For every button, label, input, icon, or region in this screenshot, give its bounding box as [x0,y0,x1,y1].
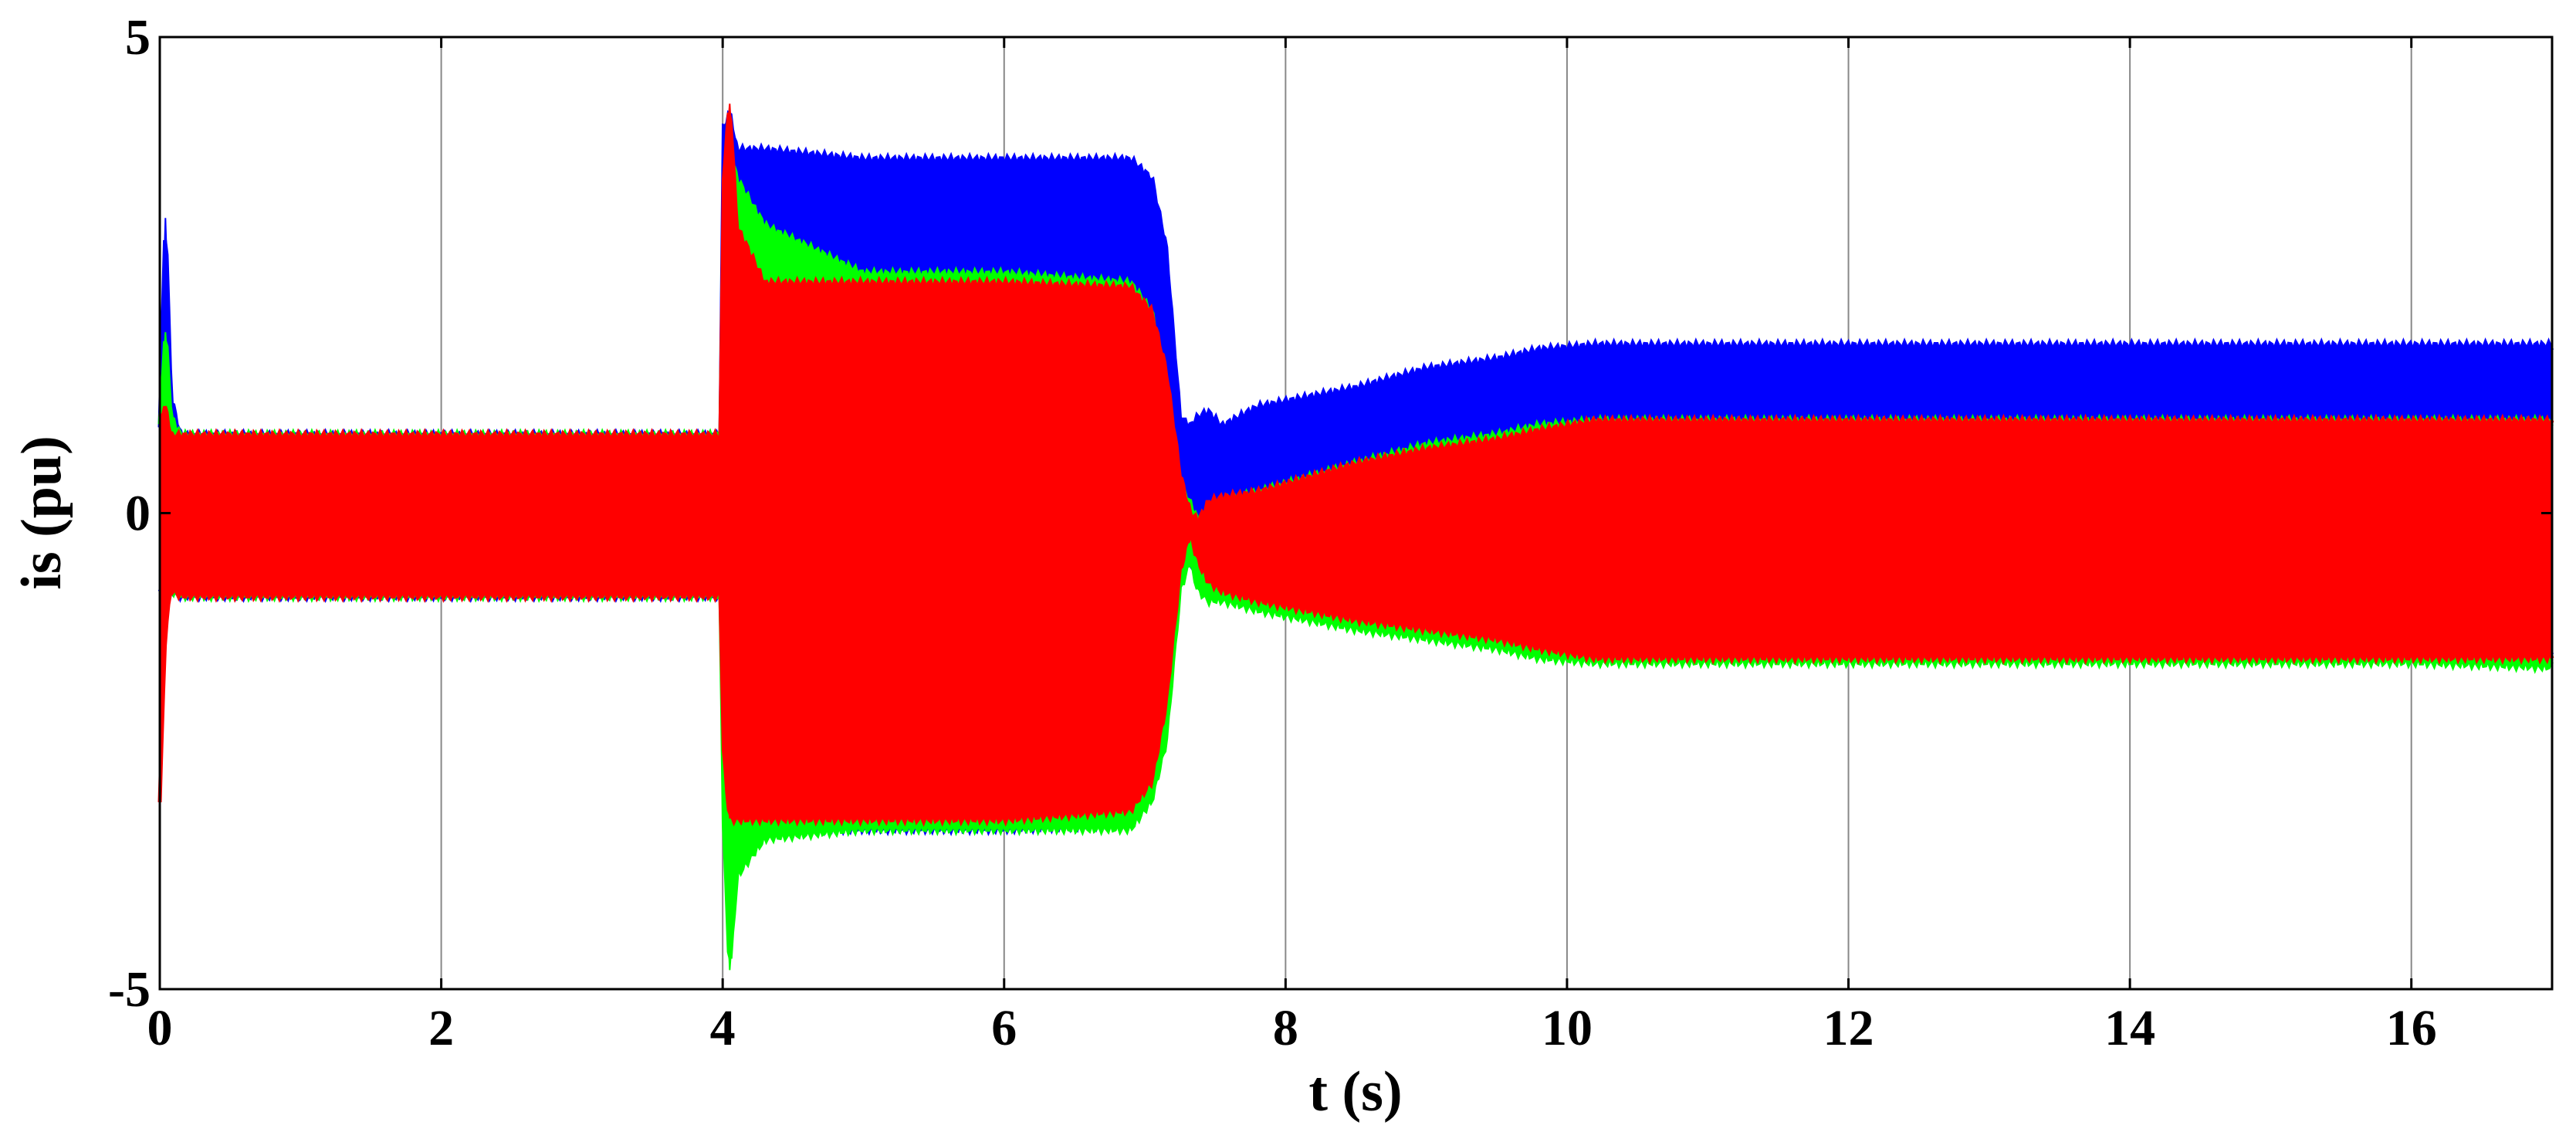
series-2 [157,103,2554,827]
tick-labels: 0 2 4 6 8 10 12 14 16-505 [108,9,2437,1056]
axis-ticks [158,36,2552,991]
x-tick-label-1: 2 [428,1000,454,1056]
y-axis-label: is (pu) [10,436,73,589]
series-2-lower-edge [157,530,2554,827]
y-tick-label-0: -5 [108,961,151,1018]
x-tick-label-5: 10 [1542,1000,1593,1056]
x-tick-label-6: 12 [1823,1000,1874,1056]
x-tick-label-7: 14 [2104,1000,2155,1056]
y-tick-label-1: 0 [125,486,151,542]
series-layer [157,103,2554,971]
y-tick-label-2: 5 [125,9,151,66]
x-tick-label-3: 6 [991,1000,1017,1056]
x-tick-label-8: 16 [2386,1000,2437,1056]
x-tick-label-0: 0 [147,1000,173,1056]
x-axis-label: t (s) [1308,1060,1402,1124]
x-tick-label-4: 8 [1273,1000,1298,1056]
x-tick-label-2: 4 [710,1000,736,1056]
series-2-upper-edge [157,112,2554,531]
